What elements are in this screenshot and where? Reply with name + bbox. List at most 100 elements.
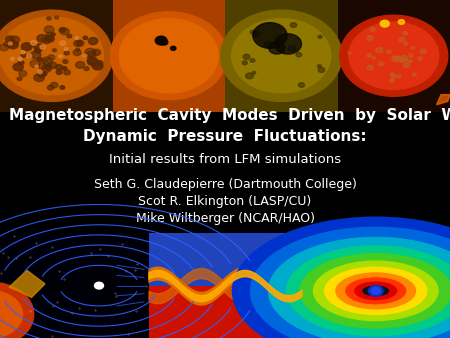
- Circle shape: [34, 44, 44, 51]
- Circle shape: [18, 57, 22, 61]
- Circle shape: [45, 35, 54, 42]
- Ellipse shape: [354, 281, 397, 300]
- Circle shape: [253, 23, 287, 48]
- Circle shape: [246, 73, 253, 79]
- Circle shape: [403, 31, 408, 35]
- Circle shape: [8, 41, 18, 49]
- Circle shape: [252, 31, 260, 37]
- Circle shape: [45, 26, 54, 33]
- Circle shape: [53, 49, 57, 52]
- Circle shape: [392, 56, 399, 62]
- Circle shape: [399, 58, 404, 63]
- Circle shape: [405, 59, 408, 62]
- Circle shape: [5, 36, 14, 42]
- Circle shape: [55, 65, 63, 70]
- Circle shape: [73, 50, 81, 55]
- Circle shape: [60, 86, 65, 89]
- Circle shape: [242, 61, 248, 65]
- Circle shape: [298, 83, 305, 87]
- Circle shape: [76, 40, 82, 45]
- Bar: [338, 0, 450, 112]
- Ellipse shape: [232, 217, 450, 338]
- Circle shape: [84, 53, 89, 57]
- Circle shape: [34, 74, 45, 81]
- Circle shape: [4, 42, 11, 47]
- Circle shape: [155, 36, 167, 45]
- Circle shape: [74, 41, 82, 47]
- Circle shape: [48, 62, 57, 68]
- Circle shape: [250, 30, 255, 34]
- Circle shape: [243, 54, 250, 59]
- Circle shape: [378, 62, 383, 66]
- Circle shape: [27, 54, 32, 58]
- Ellipse shape: [250, 226, 450, 338]
- Circle shape: [49, 39, 52, 41]
- Circle shape: [83, 54, 87, 57]
- Circle shape: [75, 37, 79, 39]
- Circle shape: [88, 38, 98, 45]
- Circle shape: [76, 62, 85, 68]
- Circle shape: [367, 65, 373, 70]
- Circle shape: [40, 45, 45, 49]
- Circle shape: [19, 59, 22, 61]
- Circle shape: [387, 50, 391, 53]
- Circle shape: [18, 61, 24, 65]
- Circle shape: [50, 82, 58, 88]
- Circle shape: [44, 59, 48, 62]
- Circle shape: [83, 36, 88, 40]
- Circle shape: [87, 57, 97, 64]
- Text: Dynamic  Pressure  Fluctuations:: Dynamic Pressure Fluctuations:: [83, 129, 367, 144]
- Circle shape: [0, 282, 34, 338]
- Circle shape: [408, 60, 412, 63]
- Circle shape: [318, 35, 322, 39]
- Circle shape: [35, 47, 40, 52]
- Circle shape: [76, 41, 84, 46]
- Circle shape: [399, 38, 405, 42]
- Circle shape: [411, 47, 415, 49]
- Text: Magnetospheric  Cavity  Modes  Driven  by  Solar  Wind: Magnetospheric Cavity Modes Driven by So…: [9, 108, 450, 123]
- Text: Initial results from LFM simulations: Initial results from LFM simulations: [109, 153, 341, 166]
- Circle shape: [389, 79, 394, 82]
- Circle shape: [367, 35, 373, 40]
- Circle shape: [47, 17, 51, 20]
- Circle shape: [85, 48, 95, 56]
- Circle shape: [394, 56, 400, 61]
- Circle shape: [232, 19, 331, 93]
- Circle shape: [420, 49, 426, 54]
- Circle shape: [367, 53, 372, 57]
- Bar: [148, 286, 302, 338]
- Circle shape: [38, 70, 42, 74]
- Circle shape: [19, 71, 27, 77]
- Circle shape: [30, 60, 40, 68]
- Circle shape: [60, 28, 69, 35]
- Circle shape: [0, 17, 104, 95]
- Polygon shape: [9, 270, 45, 297]
- Bar: [0, 233, 148, 338]
- Circle shape: [274, 34, 302, 54]
- Circle shape: [87, 51, 96, 58]
- Circle shape: [317, 65, 322, 68]
- Circle shape: [76, 48, 80, 51]
- Circle shape: [21, 43, 32, 51]
- Circle shape: [35, 65, 38, 68]
- Circle shape: [318, 68, 325, 72]
- Circle shape: [348, 52, 351, 54]
- Circle shape: [171, 46, 176, 50]
- Circle shape: [58, 55, 63, 58]
- Bar: [225, 0, 338, 112]
- Text: Mike Wiltberger (NCAR/HAO): Mike Wiltberger (NCAR/HAO): [135, 212, 315, 225]
- Circle shape: [31, 41, 36, 45]
- Ellipse shape: [324, 266, 428, 315]
- Circle shape: [42, 57, 52, 65]
- Bar: [0, 0, 112, 112]
- Circle shape: [369, 285, 383, 296]
- Circle shape: [252, 71, 256, 74]
- Circle shape: [21, 53, 26, 57]
- Circle shape: [51, 33, 55, 36]
- Circle shape: [220, 10, 342, 101]
- Circle shape: [398, 20, 405, 24]
- Circle shape: [93, 62, 103, 70]
- Circle shape: [10, 57, 14, 61]
- Circle shape: [37, 71, 45, 77]
- Circle shape: [17, 77, 22, 81]
